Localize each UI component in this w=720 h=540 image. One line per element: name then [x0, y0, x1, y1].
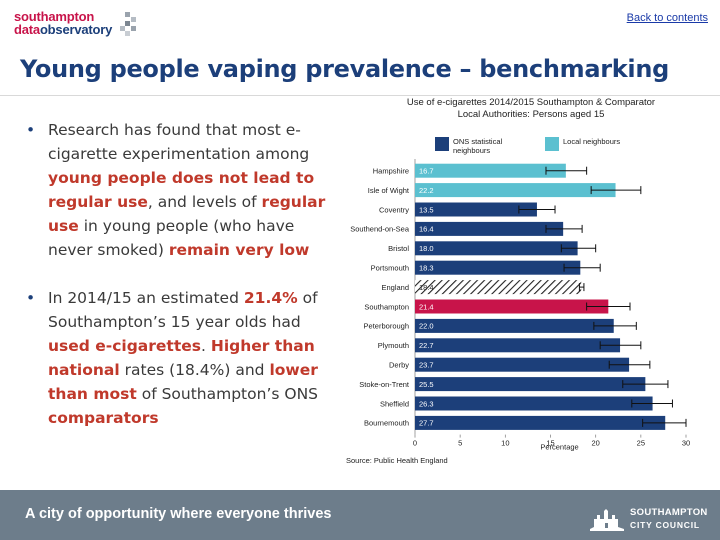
logo-cross-icon [120, 12, 136, 36]
highlight-text: remain very low [168, 241, 310, 259]
bar [415, 357, 630, 372]
value-label: 16.4 [419, 225, 434, 234]
value-label: 26.3 [419, 399, 434, 408]
bullet-list: • Research has found that most e-cigaret… [26, 118, 331, 430]
x-tick-label: 15 [546, 439, 554, 448]
bar [415, 377, 646, 392]
legend-label: ONS statistical neighbours [453, 137, 503, 155]
highlight-text: regular use [48, 193, 326, 235]
category-label: England [381, 283, 409, 292]
chart-source: Source: Public Health England [346, 456, 448, 465]
bullet-dot-icon: • [26, 121, 36, 139]
x-tick-label: 10 [501, 439, 509, 448]
value-label: 21.4 [419, 302, 434, 311]
back-to-contents-link[interactable]: Back to contents [626, 12, 708, 24]
body-text: of Southampton’s 15 year olds had [48, 289, 318, 331]
bar [415, 260, 581, 275]
chart-title: Use of e-cigarettes 2014/2015 Southampto… [406, 97, 656, 120]
highlight-text: comparators [48, 409, 159, 427]
vaping-bar-chart: ONS statistical neighbours Local neighbour… [350, 137, 690, 452]
highlight-text: used e-cigarettes [48, 337, 201, 355]
highlight-text: Higher than national [48, 337, 315, 379]
value-label: 23.7 [419, 361, 434, 370]
category-label: Hampshire [373, 167, 409, 176]
bar [415, 221, 564, 236]
category-label: Bournemouth [364, 419, 409, 428]
highlight-text: young people does not lead to regular us… [48, 169, 315, 211]
council-logo: SOUTHAMPTON CITY COUNCIL [574, 505, 714, 533]
body-text: . [200, 337, 211, 355]
category-label: Derby [389, 361, 409, 370]
x-tick-label: 20 [591, 439, 599, 448]
legend-label: Local neighbours [563, 137, 620, 146]
legend-swatch [435, 137, 449, 151]
bullet-estimate: • In 2014/15 an estimated 21.4% of South… [26, 286, 331, 430]
bar [415, 396, 653, 411]
value-label: 18.0 [419, 244, 434, 253]
body-text: rates (18.4%) and [119, 361, 270, 379]
highlight-text: 21.4% [243, 289, 298, 307]
bar [415, 299, 609, 314]
bullet-text: Research has found that most e-cigarette… [48, 121, 325, 259]
footer-tagline: A city of opportunity where everyone thr… [25, 506, 332, 522]
value-label: 22.2 [419, 186, 434, 195]
logo-text-southampton: southampton [14, 9, 95, 24]
category-label: Isle of Wight [368, 186, 410, 195]
category-label: Stoke-on-Trent [359, 380, 410, 389]
bar [415, 415, 666, 430]
body-text: Research has found that most e-cigarette… [48, 121, 310, 163]
page-title: Young people vaping prevalence – benchma… [20, 55, 670, 83]
bar [415, 318, 614, 333]
bar [415, 163, 566, 178]
legend-swatch [545, 137, 559, 151]
bar [415, 241, 578, 256]
value-label: 13.5 [419, 205, 434, 214]
body-text: of Southampton’s ONS [136, 385, 319, 403]
category-label: Southend-on-Sea [350, 225, 410, 234]
footer-bar: A city of opportunity where everyone thr… [0, 490, 720, 540]
castle-crest-icon [590, 509, 624, 531]
body-text: in young people (who have never smoked) [48, 217, 295, 259]
category-label: Portsmouth [371, 264, 409, 273]
highlight-text: lower than most [48, 361, 318, 403]
bullet-research: • Research has found that most e-cigaret… [26, 118, 331, 262]
body-text: , and levels of [147, 193, 262, 211]
value-label: 18.4 [419, 283, 434, 292]
value-label: 27.7 [419, 419, 434, 428]
category-label: Peterborough [364, 322, 409, 331]
value-label: 16.7 [419, 167, 434, 176]
category-label: Bristol [388, 244, 409, 253]
bar [415, 202, 537, 217]
value-label: 22.0 [419, 322, 434, 331]
body-text: In 2014/15 an estimated [48, 289, 244, 307]
bullet-dot-icon: • [26, 289, 36, 307]
council-name-line1: SOUTHAMPTON [630, 507, 708, 518]
x-tick-label: 30 [682, 439, 690, 448]
x-axis-label: Percentage [540, 443, 578, 452]
x-tick-label: 5 [458, 439, 462, 448]
value-label: 25.5 [419, 380, 434, 389]
council-name-line2: CITY COUNCIL [630, 520, 700, 530]
bullet-text: In 2014/15 an estimated 21.4% of Southam… [48, 289, 318, 427]
x-tick-label: 0 [413, 439, 417, 448]
bar [415, 338, 621, 353]
category-label: Sheffield [380, 399, 409, 408]
logo-text-dataobservatory: dataobservatory [14, 22, 113, 37]
category-label: Plymouth [378, 341, 409, 350]
bar [415, 183, 616, 198]
value-label: 22.7 [419, 341, 434, 350]
bar [415, 280, 582, 295]
x-tick-label: 25 [637, 439, 645, 448]
category-label: Coventry [379, 205, 409, 214]
title-divider [0, 95, 720, 96]
value-label: 18.3 [419, 264, 434, 273]
observatory-logo[interactable]: southampton dataobservatory [14, 9, 144, 39]
category-label: Southampton [364, 302, 409, 311]
